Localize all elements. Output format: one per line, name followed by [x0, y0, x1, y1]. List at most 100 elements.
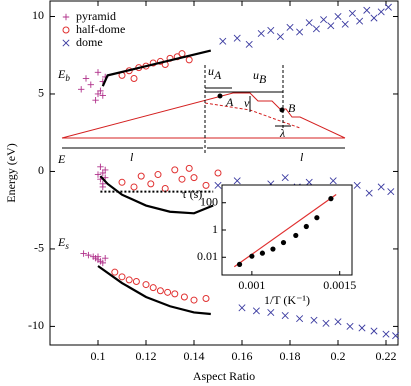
data-point: [320, 16, 328, 24]
data-point: [99, 169, 106, 177]
data-point: [214, 181, 222, 189]
schematic-label: l: [130, 150, 134, 164]
data-point: [334, 318, 342, 326]
schematic-label-main: l: [300, 150, 304, 164]
data-point: [111, 268, 119, 276]
data-point: [382, 330, 390, 338]
energy-label-main: E: [57, 67, 66, 81]
data-point: [384, 3, 392, 11]
data-point: [312, 25, 320, 33]
data-point: [147, 180, 155, 188]
curve: [99, 175, 214, 215]
data-point: [130, 74, 138, 82]
curve: [101, 49, 212, 87]
energy-label: E: [57, 152, 66, 166]
data-point: [149, 284, 157, 292]
schematic: [61, 92, 346, 139]
data-point: [245, 40, 253, 48]
data-point: [296, 315, 304, 323]
legend-label: half-dome: [76, 22, 125, 36]
data-point: [97, 87, 104, 95]
legend-marker: [62, 13, 70, 21]
schematic-label-main: u: [208, 64, 214, 78]
schematic-label-sub: B: [259, 72, 266, 86]
schematic-label-main: B: [288, 101, 296, 115]
data-point: [286, 23, 294, 31]
point-b: [279, 107, 285, 113]
inset-point: [328, 196, 334, 202]
plot-frame: [49, 0, 399, 346]
schematic-label-main: u: [253, 68, 259, 82]
data-point: [392, 332, 400, 340]
schematic-label-main: v: [244, 96, 250, 110]
data-point: [99, 259, 106, 267]
x-tick-label: 0.2: [331, 349, 346, 363]
schematic-label-main: l: [130, 150, 134, 164]
y-tick-label: -5: [34, 241, 44, 255]
inset-point: [236, 261, 243, 267]
data-point: [377, 183, 385, 191]
energy-label-main: E: [57, 152, 66, 166]
inset-y-tick-label: 1: [212, 222, 218, 236]
y-tick-label: 10: [32, 8, 44, 22]
data-point: [171, 166, 179, 174]
data-point: [281, 174, 289, 182]
data-point: [94, 69, 102, 76]
schematic-dashed: [204, 102, 301, 129]
data-point: [377, 8, 385, 16]
energy-label: Eb: [57, 67, 70, 83]
data-point: [353, 181, 361, 189]
data-point: [178, 50, 186, 58]
data-point: [305, 19, 313, 27]
x-tick-label: 0.16: [232, 349, 253, 363]
data-point: [94, 171, 102, 178]
data-point: [329, 177, 337, 185]
x-tick-label: 0.14: [184, 349, 205, 363]
inset-y-tick-label: 0.01: [197, 249, 218, 263]
schematic-label-main: A: [225, 95, 234, 109]
legend-label: pyramid: [76, 9, 116, 23]
data-point: [341, 20, 349, 28]
inset-y-tick-label: 100: [200, 194, 218, 208]
point-a: [217, 93, 223, 99]
data-point: [185, 56, 193, 64]
data-point: [82, 75, 90, 82]
data-point: [178, 175, 186, 183]
inset-point: [314, 215, 320, 221]
data-point: [85, 251, 92, 259]
data-point: [276, 33, 284, 41]
data-point: [92, 96, 99, 104]
legend-label: dome: [76, 35, 103, 49]
data-point: [97, 163, 104, 171]
y-tick-label: 5: [38, 86, 44, 100]
y-tick-label: -10: [28, 318, 44, 332]
schematic-label: A: [225, 95, 234, 109]
data-point: [238, 304, 246, 312]
data-point: [348, 9, 356, 17]
inset-x-title: 1/T (K⁻¹): [264, 293, 310, 307]
energy-label-sub: s: [65, 241, 69, 251]
schematic-label: v: [244, 96, 250, 110]
data-point: [99, 92, 106, 99]
inset-x-tick-label: 0.0015: [323, 278, 356, 292]
data-point: [202, 295, 210, 303]
data-point: [233, 34, 241, 42]
schematic-guides: [62, 65, 345, 155]
schematic-label-sub: A: [213, 68, 222, 82]
data-point: [137, 172, 145, 180]
inset-x-tick-label: 0.001: [238, 278, 265, 292]
data-point: [132, 277, 140, 285]
data-point: [185, 164, 193, 172]
data-point: [219, 37, 227, 45]
data-point: [370, 327, 378, 335]
data-point: [327, 22, 335, 30]
x-tick-label: 0.1: [91, 349, 106, 363]
data-point: [363, 6, 371, 14]
data-point: [365, 189, 373, 197]
data-point: [78, 86, 85, 93]
schematic-label: λ: [279, 126, 285, 140]
data-point: [80, 250, 87, 257]
schematic-label: uA: [208, 64, 222, 82]
energy-label-main: E: [57, 235, 66, 249]
inset-y-title: τ (s): [182, 187, 202, 201]
